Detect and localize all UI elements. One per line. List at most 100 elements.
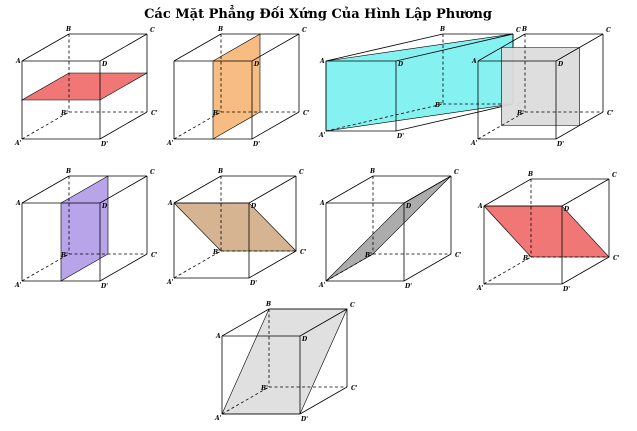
vertex-label: B' <box>522 255 530 262</box>
vertex-label: C' <box>455 252 462 259</box>
vertex-label: A' <box>214 415 222 422</box>
cube-edge <box>251 111 300 140</box>
vertex-label: C <box>350 302 355 309</box>
vertex-label: D <box>301 336 308 343</box>
symmetry-plane <box>173 202 297 252</box>
cube-edge <box>21 33 70 62</box>
vertex-label: A <box>477 203 483 210</box>
cube-grid: ABCDA'B'C'D'BCDA'B'C'D'ABCDA'B'C'D'ABCDA… <box>14 26 620 423</box>
vertex-label: C <box>612 172 617 179</box>
vertex-label: D' <box>300 416 308 423</box>
cube-edge <box>325 33 444 62</box>
vertex-label: C <box>516 27 521 34</box>
vertex-label: B <box>265 301 271 308</box>
vertex-label: B <box>217 26 223 33</box>
symmetry-plane <box>325 175 452 282</box>
hidden-edge <box>21 111 70 140</box>
vertex-label: C <box>454 169 459 176</box>
hidden-edge <box>221 386 270 415</box>
cube-edge <box>99 33 148 62</box>
vertex-label: D' <box>556 141 564 148</box>
vertex-label: B <box>527 171 533 178</box>
vertex-label: D' <box>562 286 570 293</box>
vertex-label: B <box>65 168 71 175</box>
cube-edge <box>173 175 222 204</box>
cube-edge <box>325 175 374 204</box>
vertex-label: A' <box>476 285 484 292</box>
hidden-edge <box>477 111 526 140</box>
vertex-label: B' <box>212 249 220 256</box>
cube-6: A B C D A' B' C' D' <box>166 168 307 287</box>
vertex-label: A <box>215 333 221 340</box>
vertex-label: D' <box>100 141 108 148</box>
vertex-label: A' <box>318 132 326 139</box>
hidden-edge <box>21 253 70 282</box>
cube-8: A B C D A' B' C' D' <box>476 171 620 293</box>
vertex-label: D' <box>252 141 260 148</box>
cube-edge <box>555 111 604 140</box>
vertex-label: D <box>557 61 564 68</box>
vertex-label: C <box>606 27 611 34</box>
cube-edge <box>395 33 514 62</box>
vertex-label: D <box>101 61 108 68</box>
vertex-label: C' <box>300 249 307 256</box>
vertex-label: A' <box>318 282 326 289</box>
cube-edge <box>21 175 70 204</box>
vertex-label: B' <box>212 110 220 117</box>
vertex-label: C <box>150 27 155 34</box>
vertex-label: C <box>150 169 155 176</box>
vertex-label: B' <box>60 252 68 259</box>
cube-edge <box>477 33 526 62</box>
vertex-label: C <box>302 27 307 34</box>
cube-edge <box>483 178 532 207</box>
vertex-label: C' <box>151 110 158 117</box>
cube-7: A B C D A' B' C' D' <box>318 168 462 290</box>
cube-edge <box>251 33 300 62</box>
cube-edge <box>221 308 270 337</box>
vertex-label: B <box>521 26 527 33</box>
vertex-label: B' <box>434 102 442 109</box>
vertex-label: A <box>471 58 477 65</box>
vertex-label: C' <box>151 252 158 259</box>
symmetry-plane <box>212 33 261 140</box>
vertex-label: A <box>15 58 21 65</box>
vertex-label: A <box>319 58 325 65</box>
symmetry-plane <box>325 33 514 132</box>
cube-edge <box>299 308 348 337</box>
vertex-label: D' <box>404 283 412 290</box>
vertex-label: D' <box>249 280 257 287</box>
vertex-label: B <box>65 26 71 33</box>
cube-edge <box>248 175 297 204</box>
cube-edge <box>299 386 348 415</box>
vertex-label: A' <box>14 282 22 289</box>
cube-edge <box>248 250 297 279</box>
symmetry-plane <box>483 205 610 258</box>
vertex-label: B' <box>60 110 68 117</box>
cube-edge <box>173 33 222 62</box>
cube-edge <box>403 175 452 204</box>
vertex-label: C <box>299 169 304 176</box>
vertex-label: B <box>217 168 223 175</box>
vertex-label: D <box>397 61 404 68</box>
vertex-label: A <box>167 200 173 207</box>
vertex-label: B' <box>260 385 268 392</box>
cube-edge <box>395 103 514 132</box>
cube-2: B C D A' B' C' D' <box>166 26 310 148</box>
vertex-label: D' <box>396 133 404 140</box>
vertex-label: B' <box>516 110 524 117</box>
vertex-label: D' <box>100 283 108 290</box>
cube-edge <box>403 253 452 282</box>
cube-9: A B C D A' B' C' D' <box>214 301 358 423</box>
vertex-label: C' <box>613 255 620 262</box>
hidden-edge <box>173 250 222 279</box>
vertex-label: A' <box>14 140 22 147</box>
hidden-edge <box>173 111 222 140</box>
vertex-label: B <box>439 26 445 33</box>
vertex-label: A' <box>166 279 174 286</box>
cube-1: A B C D A' B' C' D' <box>14 26 158 148</box>
symmetry-plane <box>20 72 149 101</box>
cube-5: A B C D A' B' C' D' <box>14 168 158 290</box>
cube-edge <box>99 253 148 282</box>
